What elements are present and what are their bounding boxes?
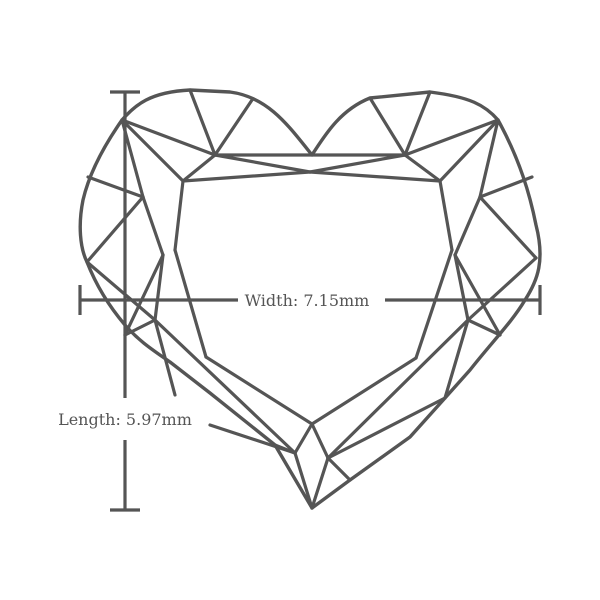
culet-facets bbox=[273, 422, 352, 510]
length-label: Length: 5.97mm bbox=[58, 410, 192, 429]
width-dimension bbox=[78, 285, 542, 315]
width-label: Width: 7.15mm bbox=[245, 291, 370, 310]
table-walls bbox=[173, 179, 454, 360]
left-pavilion-facets bbox=[85, 253, 314, 455]
crown-facets bbox=[85, 88, 538, 264]
right-pavilion-facets bbox=[310, 253, 538, 460]
width-label-bg bbox=[240, 288, 382, 312]
length-label-bg bbox=[60, 403, 200, 435]
length-dimension bbox=[110, 90, 140, 512]
